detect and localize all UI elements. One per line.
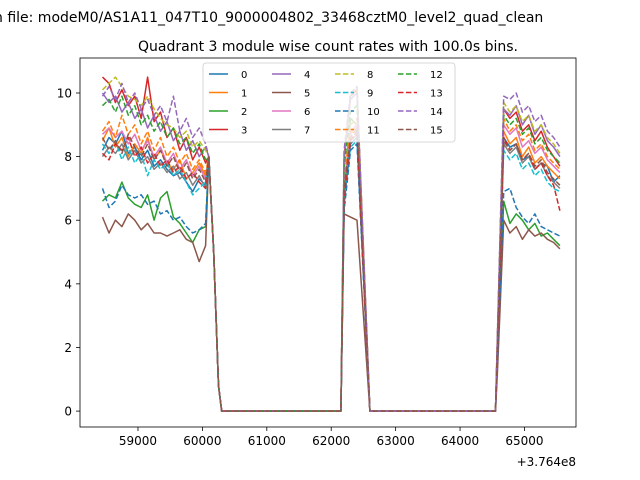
legend-label-1: 1 [241, 89, 247, 100]
legend-label-15: 15 [430, 126, 443, 137]
x-tick-label: 60000 [183, 434, 221, 448]
y-tick-label: 0 [64, 405, 72, 419]
legend-label-4: 4 [304, 70, 310, 81]
figure-suptitle: n file: modeM0/AS1A11_047T10_9000004802_… [0, 10, 543, 26]
legend-label-9: 9 [367, 89, 373, 100]
x-axis: 59000 60000 61000 62000 63000 64000 65000 [119, 427, 544, 448]
y-tick-label: 8 [64, 150, 72, 164]
x-tick-label: 64000 [441, 434, 479, 448]
y-tick-label: 2 [64, 341, 72, 355]
legend-label-7: 7 [304, 126, 310, 137]
legend-label-0: 0 [241, 70, 247, 81]
legend-label-13: 13 [430, 89, 443, 100]
y-tick-label: 10 [57, 86, 72, 100]
legend-label-14: 14 [430, 107, 443, 118]
legend-label-3: 3 [241, 126, 247, 137]
legend-label-10: 10 [367, 107, 380, 118]
legend-label-6: 6 [304, 107, 310, 118]
legend-frame [202, 62, 456, 143]
legend-label-5: 5 [304, 89, 310, 100]
x-tick-label: 59000 [119, 434, 157, 448]
legend-label-2: 2 [241, 107, 247, 118]
series-line-12 [101, 95, 561, 412]
legend-label-11: 11 [367, 126, 380, 137]
legend-label-8: 8 [367, 70, 373, 81]
series-line-11 [101, 114, 561, 412]
x-tick-label: 63000 [377, 434, 415, 448]
y-tick-label: 6 [64, 214, 72, 228]
y-axis: 0 2 4 6 8 10 [57, 86, 80, 419]
series-line-14 [101, 82, 561, 412]
x-tick-label: 62000 [312, 434, 350, 448]
x-tick-label: 61000 [248, 434, 286, 448]
chart-title: Quadrant 3 module wise count rates with … [138, 39, 518, 55]
x-offset-label: +3.764e8 [517, 455, 576, 469]
y-tick-label: 4 [64, 277, 72, 291]
series-line-15 [101, 127, 561, 412]
series-line-8 [101, 76, 561, 412]
legend-label-12: 12 [430, 70, 443, 81]
plot-frame [79, 57, 577, 428]
series-layer [101, 76, 561, 412]
x-tick-label: 65000 [505, 434, 543, 448]
